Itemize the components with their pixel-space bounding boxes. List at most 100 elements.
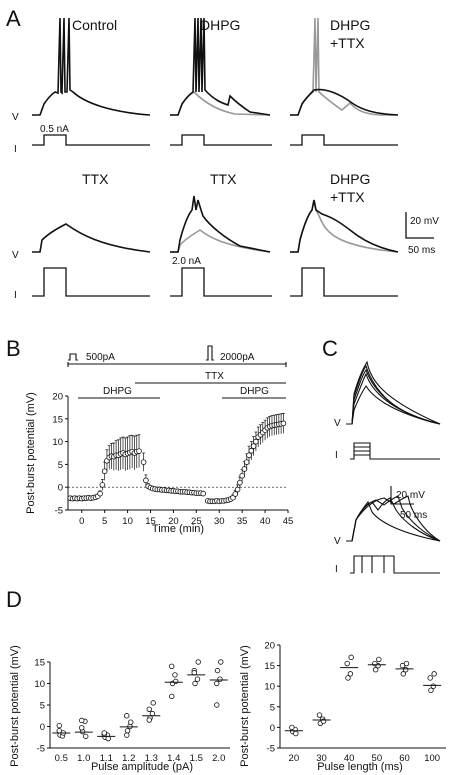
b-data-point [253,438,259,445]
a-row2-ttx-large-trace [170,195,272,297]
d-left-data-point [146,717,152,723]
b-chart: Post-burst potential (mV) Time (min) -5 0… [25,392,293,536]
b-data-point [241,466,248,472]
d-right-data-point [430,683,437,689]
d-right-ytick-label: 20 [264,641,275,652]
b-xtick-label: 40 [260,516,271,527]
d-right-xtick-label: 30 [316,753,327,764]
d-left-xtick-label: 1.1 [100,753,113,764]
a-scale-v: 20 mV [410,216,439,227]
b-pulse-large: 2000pA [220,352,255,363]
b-dhpg-label-2: DHPG [240,386,269,397]
d-left-data-point [149,710,156,717]
d-left-chart: Post-burst potential (mV) Pulse amplitud… [9,645,230,773]
d-left-data-point [105,735,111,742]
a-scale-t: 50 ms [408,245,435,256]
a-row1-dhpg-ttx-trace [290,17,399,146]
a-row1-control-trace [32,17,151,146]
d-left-data-point [146,706,152,712]
d-left-xtick-label: 0.5 [55,753,68,764]
d-left-xtick-label: 1.2 [122,753,135,764]
b-ytick-label: 20 [52,392,63,403]
b-data-point [143,477,149,484]
d-left-data-point [124,728,131,734]
d-left-ytick-label: 0 [40,722,45,733]
d-right-data-point [400,671,406,677]
b-xtick-label: 25 [191,516,202,527]
c-bottom-traces [346,495,441,574]
b-dhpg-label-1: DHPG [103,386,132,397]
d-left-data-point [214,667,221,674]
a-row1-i-label: I [14,144,17,155]
b-data-point [101,468,108,475]
a-stim-small-label: 0.5 nA [40,124,69,135]
panel-d-label: D [6,587,22,612]
b-data-point [246,452,252,459]
b-xtick-label: 45 [283,516,294,527]
b-pulse-small: 500pA [86,352,115,363]
d-left-ytick-label: -5 [37,744,45,755]
a-row1-v-label: V [12,112,19,123]
c-scale-bar [390,486,414,505]
b-xtick-label: 15 [145,516,156,527]
d-left-data-point [124,732,130,738]
a-row2-i-label: I [14,290,17,301]
a-row2-label-dhpg-ttx-1: DHPG [330,171,370,187]
b-data-point [136,448,142,454]
d-right-ytick-label: 15 [264,661,275,672]
d-left-data-point [79,725,85,731]
d-right-data-point [403,660,410,667]
b-data-point [243,459,250,465]
d-left-data-point [124,713,130,719]
b-ytick-label: -5 [55,506,63,517]
d-left-data-point [218,659,224,665]
d-left-xtick-label: 1.0 [77,753,90,764]
d-left-ytick-label: 10 [34,679,45,690]
panel-c-label: C [322,336,338,361]
a-row1-label-dhpg-ttx-1: DHPG [330,17,370,33]
d-left-data-point [214,680,220,687]
b-ytick-label: 15 [52,414,63,425]
b-xtick-label: 30 [214,516,225,527]
d-right-data-point [289,724,295,731]
b-xtick-label: 0 [79,516,84,527]
a-row2-label-dhpg-ttx-2: +TTX [330,189,365,205]
a-row1-dhpg-trace [170,17,272,146]
a-row2-dhpg-ttx-trace [290,199,399,297]
d-right-xtick-label: 40 [344,753,355,764]
d-left-xlabel: Pulse amplitude (pA) [91,761,193,773]
d-right-data-point [372,667,379,673]
a-row2-label-ttx-2: TTX [210,171,237,187]
b-ylabel: Post-burst potential (mV) [25,392,37,514]
d-left-xtick-label: 1.3 [145,753,158,764]
d-left-data-point [172,672,178,678]
d-right-ytick-label: 0 [270,723,275,734]
d-right-xtick-label: 50 [372,753,383,764]
b-data-point [200,490,207,497]
d-right-ylabel: Post-burst potential (mV) [239,645,251,767]
c-top-traces [346,360,441,460]
b-xtick-label: 20 [168,516,179,527]
a-row2-ttx-trace [32,223,151,297]
a-row1-label-dhpg: DHPG [200,17,240,33]
d-right-xtick-label: 100 [424,753,440,764]
b-xtick-label: 35 [237,516,248,527]
d-right-data-point [428,687,434,694]
a-row1-label-dhpg-ttx-2: +TTX [330,35,365,51]
b-data-point [234,486,241,493]
a-scale-bar [405,212,434,239]
a-row1-label-control: Control [72,17,117,33]
d-right-data-point [345,675,351,681]
d-left-ytick-label: 15 [34,658,45,669]
b-data-point [99,482,106,488]
d-left-data-point [169,663,175,669]
d-left-data-point [195,659,201,665]
b-data-point [280,420,287,427]
c-bottom-v-label: V [334,536,341,547]
d-right-xtick-label: 20 [289,753,300,764]
d-left-data-point [150,700,156,706]
d-right-ytick-label: -5 [267,744,275,755]
panel-a-label: A [6,6,21,31]
d-right-data-point [376,656,382,663]
c-top-i-label: I [335,450,338,461]
